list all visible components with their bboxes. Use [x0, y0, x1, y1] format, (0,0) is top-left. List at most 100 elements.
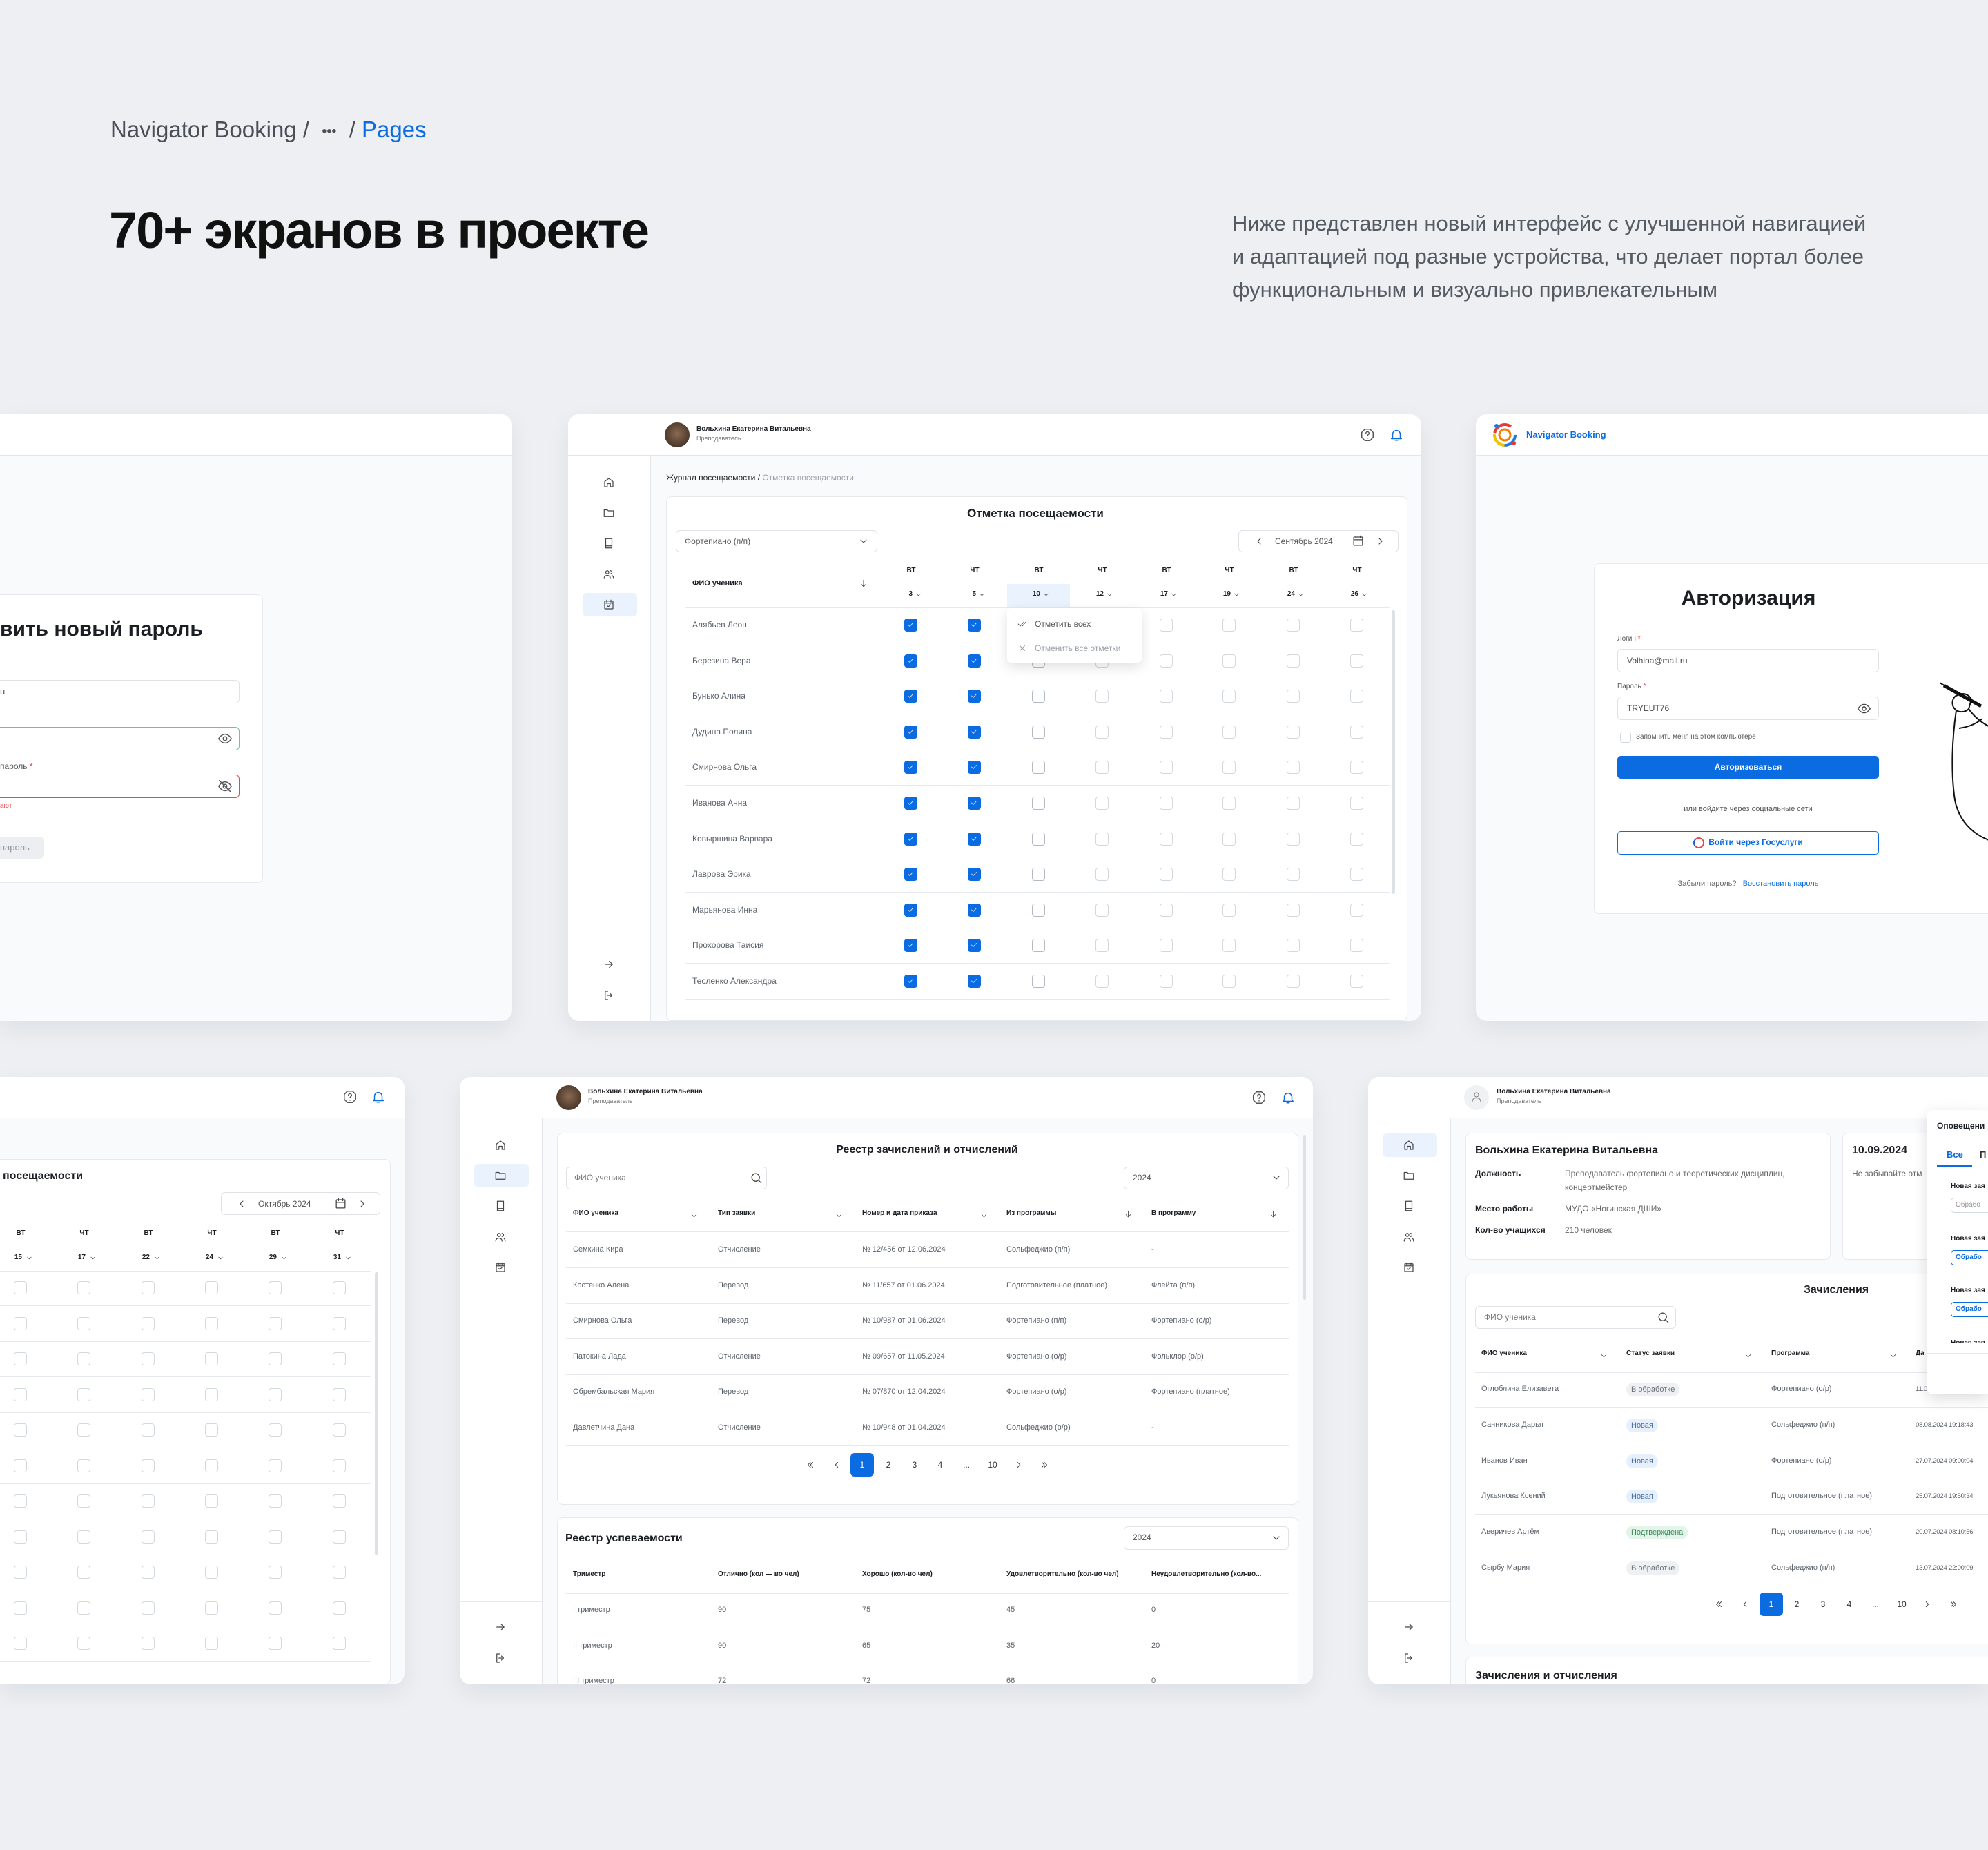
sort-arrow-icon[interactable] — [980, 1209, 988, 1218]
day-number[interactable]: 22 — [142, 1254, 150, 1261]
restore-password-link[interactable]: Восстановить пароль — [1742, 879, 1819, 888]
attendance-checkbox[interactable] — [904, 761, 917, 775]
next-month-button[interactable] — [357, 1198, 368, 1209]
attendance-checkbox[interactable] — [1350, 868, 1363, 882]
avatar[interactable] — [665, 422, 690, 447]
attendance-checkbox[interactable] — [1222, 832, 1236, 846]
new-password-field[interactable] — [0, 727, 240, 750]
attendance-checkbox[interactable] — [14, 1352, 27, 1365]
attendance-checkbox[interactable] — [1287, 797, 1300, 810]
attendance-checkbox[interactable] — [1222, 761, 1236, 775]
chevron-down-icon[interactable] — [978, 591, 986, 598]
attendance-checkbox[interactable] — [142, 1566, 155, 1579]
folder-icon[interactable] — [494, 1169, 507, 1182]
sort-arrow-icon[interactable] — [835, 1209, 844, 1218]
column-header[interactable]: Программа — [1771, 1350, 1810, 1357]
process-button[interactable]: Обрабо — [1951, 1250, 1988, 1265]
chevron-down-icon[interactable] — [26, 1254, 33, 1262]
attendance-checkbox[interactable] — [142, 1459, 155, 1472]
attendance-checkbox[interactable] — [1160, 939, 1173, 953]
attendance-checkbox[interactable] — [904, 868, 917, 882]
day-number[interactable]: 5 — [972, 590, 976, 598]
prev-month-button[interactable] — [1254, 536, 1265, 547]
chevron-down-icon[interactable] — [1106, 591, 1113, 598]
day-number[interactable]: 17 — [77, 1254, 86, 1261]
attendance-checkbox[interactable] — [1350, 797, 1363, 810]
column-header[interactable]: ФИО ученика — [573, 1209, 618, 1217]
attendance-checkbox[interactable] — [205, 1566, 218, 1579]
day-number[interactable]: 3 — [908, 590, 913, 598]
attendance-checkbox[interactable] — [904, 797, 917, 810]
attendance-checkbox[interactable] — [1350, 761, 1363, 775]
attendance-checkbox[interactable] — [77, 1566, 90, 1579]
page-button[interactable]: 4 — [1846, 1599, 1852, 1609]
attendance-checkbox[interactable] — [14, 1637, 27, 1650]
page-button[interactable]: 1 — [850, 1453, 874, 1477]
process-button[interactable]: Обрабо — [1951, 1302, 1988, 1317]
page-button[interactable]: 1 — [1760, 1593, 1783, 1616]
sort-arrow-icon[interactable] — [1599, 1350, 1608, 1359]
book-icon[interactable] — [1403, 1200, 1415, 1212]
attendance-checkbox[interactable] — [333, 1281, 346, 1294]
attendance-checkbox[interactable] — [333, 1459, 346, 1472]
day-number[interactable]: 26 — [1350, 590, 1358, 598]
attendance-checkbox[interactable] — [968, 903, 981, 917]
pagination-chev-r-button[interactable] — [1007, 1453, 1031, 1477]
attendance-checkbox[interactable] — [333, 1423, 346, 1437]
attendance-checkbox[interactable] — [1095, 690, 1109, 703]
menu-item-unmark-all[interactable]: Отменить все отметки — [1035, 643, 1121, 653]
attendance-checkbox[interactable] — [205, 1601, 218, 1615]
password-input[interactable] — [1617, 697, 1879, 720]
avatar[interactable] — [556, 1085, 581, 1110]
calendar-check-icon[interactable] — [603, 598, 615, 611]
breadcrumb-parent[interactable]: Журнал посещаемости — [666, 473, 756, 483]
attendance-checkbox[interactable] — [269, 1530, 282, 1544]
attendance-checkbox[interactable] — [968, 725, 981, 739]
attendance-checkbox[interactable] — [1222, 939, 1236, 953]
attendance-checkbox[interactable] — [1287, 690, 1300, 703]
attendance-checkbox[interactable] — [1160, 797, 1173, 810]
attendance-checkbox[interactable] — [1222, 725, 1236, 739]
menu-item-mark-all[interactable]: Отметить всех — [1035, 619, 1091, 629]
attendance-checkbox[interactable] — [269, 1281, 282, 1294]
column-header[interactable]: Хорошо (кол-во чел) — [862, 1570, 933, 1578]
next-month-button[interactable] — [1375, 536, 1386, 547]
breadcrumb-ellipsis[interactable]: ••• — [322, 124, 337, 139]
attendance-checkbox[interactable] — [333, 1316, 346, 1330]
prev-month-button[interactable] — [236, 1198, 247, 1209]
help-icon[interactable] — [342, 1089, 358, 1104]
attendance-checkbox[interactable] — [77, 1423, 90, 1437]
attendance-checkbox[interactable] — [77, 1530, 90, 1544]
day-number[interactable]: 12 — [1095, 590, 1104, 598]
chevron-down-icon[interactable] — [280, 1254, 288, 1262]
attendance-checkbox[interactable] — [968, 761, 981, 775]
attendance-checkbox[interactable] — [968, 690, 981, 703]
column-header[interactable]: Триместр — [573, 1570, 606, 1578]
pagination-dbl-right-button[interactable] — [1942, 1593, 1965, 1616]
column-header[interactable]: В программу — [1151, 1209, 1196, 1217]
attendance-checkbox[interactable] — [77, 1494, 90, 1508]
sort-arrow-icon[interactable] — [690, 1209, 699, 1218]
attendance-checkbox[interactable] — [1287, 975, 1300, 988]
attendance-checkbox[interactable] — [1222, 975, 1236, 988]
eye-off-icon[interactable] — [217, 779, 233, 794]
attendance-checkbox[interactable] — [1222, 868, 1236, 882]
attendance-checkbox[interactable] — [269, 1459, 282, 1472]
attendance-checkbox[interactable] — [142, 1316, 155, 1330]
page-button[interactable]: 2 — [1794, 1599, 1800, 1609]
column-header[interactable]: ФИО ученика — [1481, 1350, 1527, 1357]
logout-icon[interactable] — [494, 1652, 507, 1664]
save-password-button[interactable] — [0, 837, 44, 859]
users-icon[interactable] — [603, 568, 615, 581]
attendance-checkbox[interactable] — [1287, 725, 1300, 739]
attendance-checkbox[interactable] — [142, 1281, 155, 1294]
attendance-checkbox[interactable] — [142, 1388, 155, 1401]
attendance-checkbox[interactable] — [1222, 903, 1236, 917]
attendance-checkbox[interactable] — [205, 1388, 218, 1401]
chevron-down-icon[interactable] — [1361, 591, 1368, 598]
day-number[interactable]: 19 — [1222, 590, 1231, 598]
performance-year-select[interactable] — [1124, 1526, 1289, 1550]
attendance-checkbox[interactable] — [14, 1601, 27, 1615]
day-number[interactable]: 15 — [14, 1254, 22, 1261]
attendance-checkbox[interactable] — [269, 1566, 282, 1579]
